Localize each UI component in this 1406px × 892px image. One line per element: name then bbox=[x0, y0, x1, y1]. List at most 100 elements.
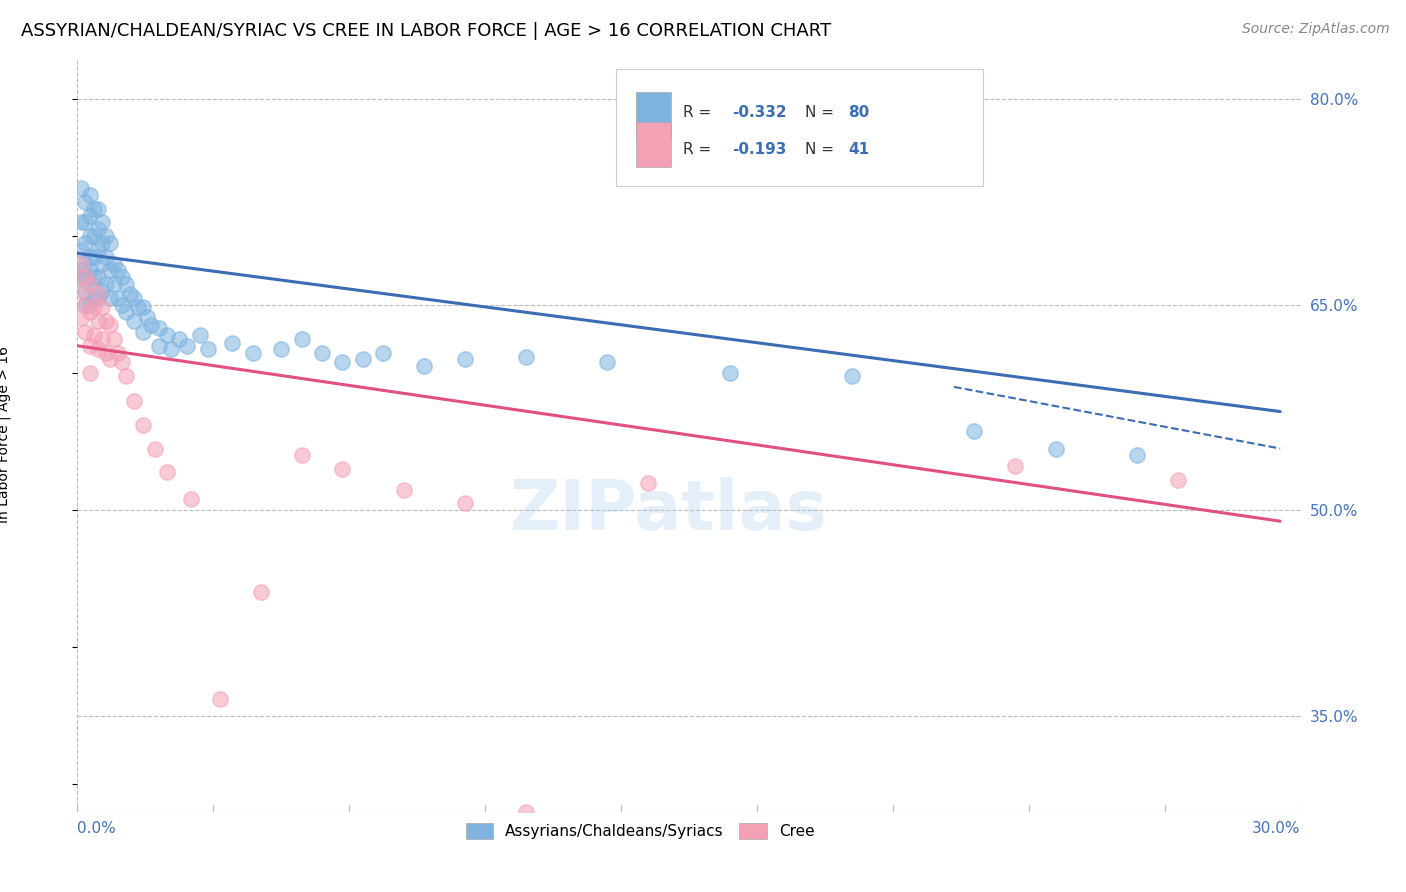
Point bbox=[107, 345, 129, 359]
Point bbox=[180, 492, 202, 507]
Point bbox=[75, 235, 97, 250]
Point bbox=[83, 202, 105, 216]
Point bbox=[290, 449, 312, 463]
Point bbox=[83, 301, 105, 315]
Point bbox=[197, 342, 219, 356]
Point bbox=[131, 325, 153, 339]
Point bbox=[87, 270, 110, 285]
Text: N =: N = bbox=[806, 143, 839, 157]
Point bbox=[79, 366, 101, 380]
Point bbox=[1004, 459, 1026, 474]
Point bbox=[124, 291, 146, 305]
Point bbox=[79, 298, 101, 312]
Point bbox=[79, 250, 101, 264]
Point bbox=[169, 332, 191, 346]
Point bbox=[139, 318, 162, 333]
Point bbox=[83, 270, 105, 285]
Point bbox=[250, 585, 273, 599]
Point bbox=[290, 332, 312, 346]
Point bbox=[70, 243, 93, 257]
Point bbox=[515, 350, 537, 364]
Point bbox=[111, 298, 134, 312]
Point bbox=[270, 342, 292, 356]
Point bbox=[90, 301, 112, 315]
Point bbox=[963, 424, 986, 438]
Point bbox=[75, 215, 97, 229]
Point bbox=[94, 250, 117, 264]
Point bbox=[70, 284, 93, 298]
Point bbox=[98, 291, 121, 305]
FancyBboxPatch shape bbox=[637, 122, 671, 168]
Point bbox=[413, 359, 436, 374]
Point bbox=[143, 442, 166, 456]
Text: 41: 41 bbox=[848, 143, 869, 157]
Point bbox=[75, 298, 97, 312]
Text: ZIPatlas: ZIPatlas bbox=[509, 476, 828, 544]
Point bbox=[70, 311, 93, 326]
Point bbox=[718, 366, 741, 380]
Point bbox=[87, 291, 110, 305]
Point bbox=[242, 345, 264, 359]
Text: 30.0%: 30.0% bbox=[1253, 822, 1301, 837]
Point bbox=[718, 815, 741, 830]
Point bbox=[107, 263, 129, 277]
Point bbox=[120, 286, 142, 301]
Text: Source: ZipAtlas.com: Source: ZipAtlas.com bbox=[1241, 22, 1389, 37]
Point bbox=[79, 277, 101, 291]
Point bbox=[83, 250, 105, 264]
Point bbox=[94, 229, 117, 244]
Point bbox=[70, 263, 93, 277]
Point bbox=[90, 284, 112, 298]
Point bbox=[115, 277, 138, 291]
Point bbox=[103, 277, 125, 291]
Point bbox=[103, 332, 125, 346]
Point bbox=[1126, 449, 1149, 463]
Point bbox=[83, 291, 105, 305]
Point bbox=[111, 270, 134, 285]
Text: -0.193: -0.193 bbox=[731, 143, 786, 157]
Point bbox=[98, 352, 121, 367]
Point bbox=[131, 418, 153, 433]
FancyBboxPatch shape bbox=[616, 70, 983, 186]
FancyBboxPatch shape bbox=[637, 92, 671, 137]
Legend: Assyrians/Chaldeans/Syriacs, Cree: Assyrians/Chaldeans/Syriacs, Cree bbox=[460, 817, 821, 846]
Point bbox=[160, 342, 183, 356]
Point bbox=[103, 256, 125, 270]
Point bbox=[352, 352, 374, 367]
Point bbox=[94, 277, 117, 291]
Point bbox=[75, 270, 97, 285]
Point bbox=[94, 314, 117, 328]
Text: ASSYRIAN/CHALDEAN/SYRIAC VS CREE IN LABOR FORCE | AGE > 16 CORRELATION CHART: ASSYRIAN/CHALDEAN/SYRIAC VS CREE IN LABO… bbox=[21, 22, 831, 40]
Point bbox=[83, 327, 105, 342]
Point bbox=[70, 256, 93, 270]
Point bbox=[135, 310, 157, 324]
Point bbox=[124, 314, 146, 328]
Point bbox=[841, 368, 863, 383]
Point bbox=[98, 318, 121, 333]
Text: R =: R = bbox=[683, 104, 716, 120]
Point bbox=[515, 805, 537, 819]
Point bbox=[115, 304, 138, 318]
Point bbox=[111, 355, 134, 369]
Point bbox=[453, 352, 475, 367]
Point bbox=[90, 215, 112, 229]
Point bbox=[124, 393, 146, 408]
Point bbox=[90, 256, 112, 270]
Text: -0.332: -0.332 bbox=[731, 104, 786, 120]
Point bbox=[208, 692, 231, 706]
Point bbox=[79, 188, 101, 202]
Point bbox=[392, 483, 415, 497]
Point bbox=[1167, 473, 1189, 487]
Point bbox=[127, 301, 149, 315]
Point bbox=[75, 284, 97, 298]
Point bbox=[94, 345, 117, 359]
Point bbox=[75, 270, 97, 285]
Text: R =: R = bbox=[683, 143, 716, 157]
Point bbox=[75, 256, 97, 270]
Point bbox=[332, 355, 354, 369]
Point bbox=[75, 298, 97, 312]
Point bbox=[371, 345, 394, 359]
Point bbox=[79, 339, 101, 353]
Point bbox=[90, 332, 112, 346]
Point bbox=[221, 336, 243, 351]
